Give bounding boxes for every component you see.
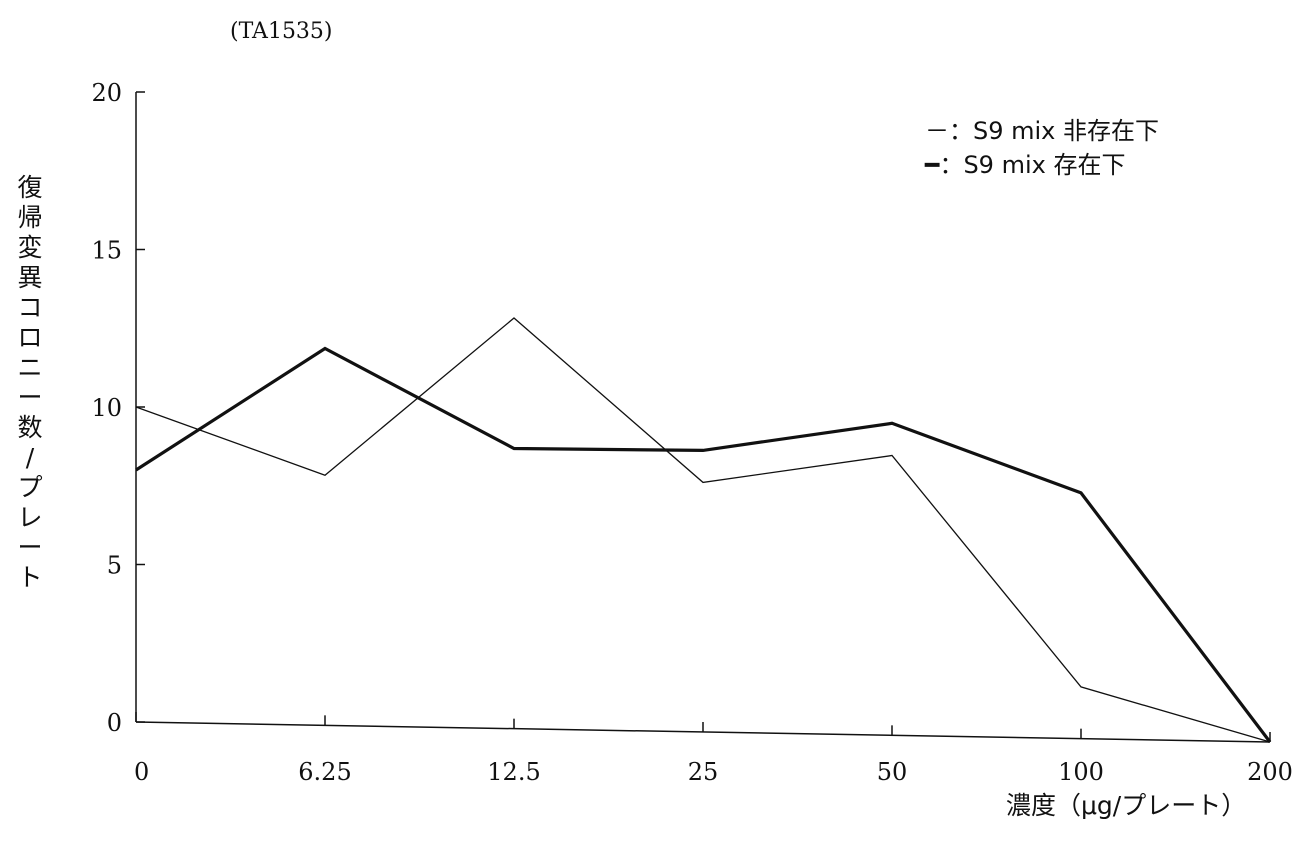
x-axis-title: 濃度（μg/プレート）	[1006, 791, 1246, 820]
y-axis-title-char: 復	[17, 173, 42, 202]
y-tick-label: 10	[91, 394, 122, 422]
y-axis-title-char: 帰	[17, 203, 42, 232]
y-axis-title-char: プ	[17, 473, 42, 502]
y-axis-title-char: 変	[17, 233, 42, 262]
y-tick-label: 20	[91, 79, 122, 107]
y-axis-title-char: ー	[17, 533, 42, 562]
x-tick-label: 200	[1247, 758, 1293, 786]
x-tick-label: 50	[877, 758, 908, 786]
y-axis-title-char: レ	[17, 503, 42, 532]
y-tick-label: 0	[107, 709, 122, 737]
y-axis-title-char: ロ	[17, 323, 42, 352]
series-line-s9-present	[135, 346, 1272, 743]
x-ticks: 0 6.25 12.5 25 50 100 200	[134, 712, 1293, 786]
series-line-s9-absent	[135, 317, 1271, 743]
x-tick-label: 0	[134, 758, 149, 786]
y-ticks: 0 5 10 15 20	[91, 79, 145, 737]
series-lines	[135, 317, 1272, 743]
legend-label-s9-absent: －：S9 mix 非存在下	[925, 117, 1159, 145]
y-axis-title-char: ー	[17, 383, 42, 412]
legend-label-s9-present: ━：S9 mix 存在下	[924, 151, 1125, 179]
y-axis-title-char: ト	[17, 563, 42, 592]
x-tick-label: 100	[1058, 758, 1104, 786]
x-tick-label: 12.5	[487, 758, 540, 786]
y-axis-title-char: ニ	[17, 353, 42, 382]
x-tick-label: 25	[688, 758, 719, 786]
y-axis-title-char: 数	[17, 413, 42, 442]
x-tick-label: 6.25	[298, 758, 351, 786]
y-axis-title-char: コ	[17, 293, 42, 322]
y-axis-title-char: 異	[17, 263, 42, 292]
y-tick-label: 15	[91, 237, 122, 265]
y-axis-title-char: /	[26, 443, 35, 472]
chart-title: (TA1535)	[230, 19, 333, 44]
y-tick-label: 5	[107, 552, 122, 580]
legend: －：S9 mix 非存在下 ━：S9 mix 存在下	[924, 117, 1159, 179]
